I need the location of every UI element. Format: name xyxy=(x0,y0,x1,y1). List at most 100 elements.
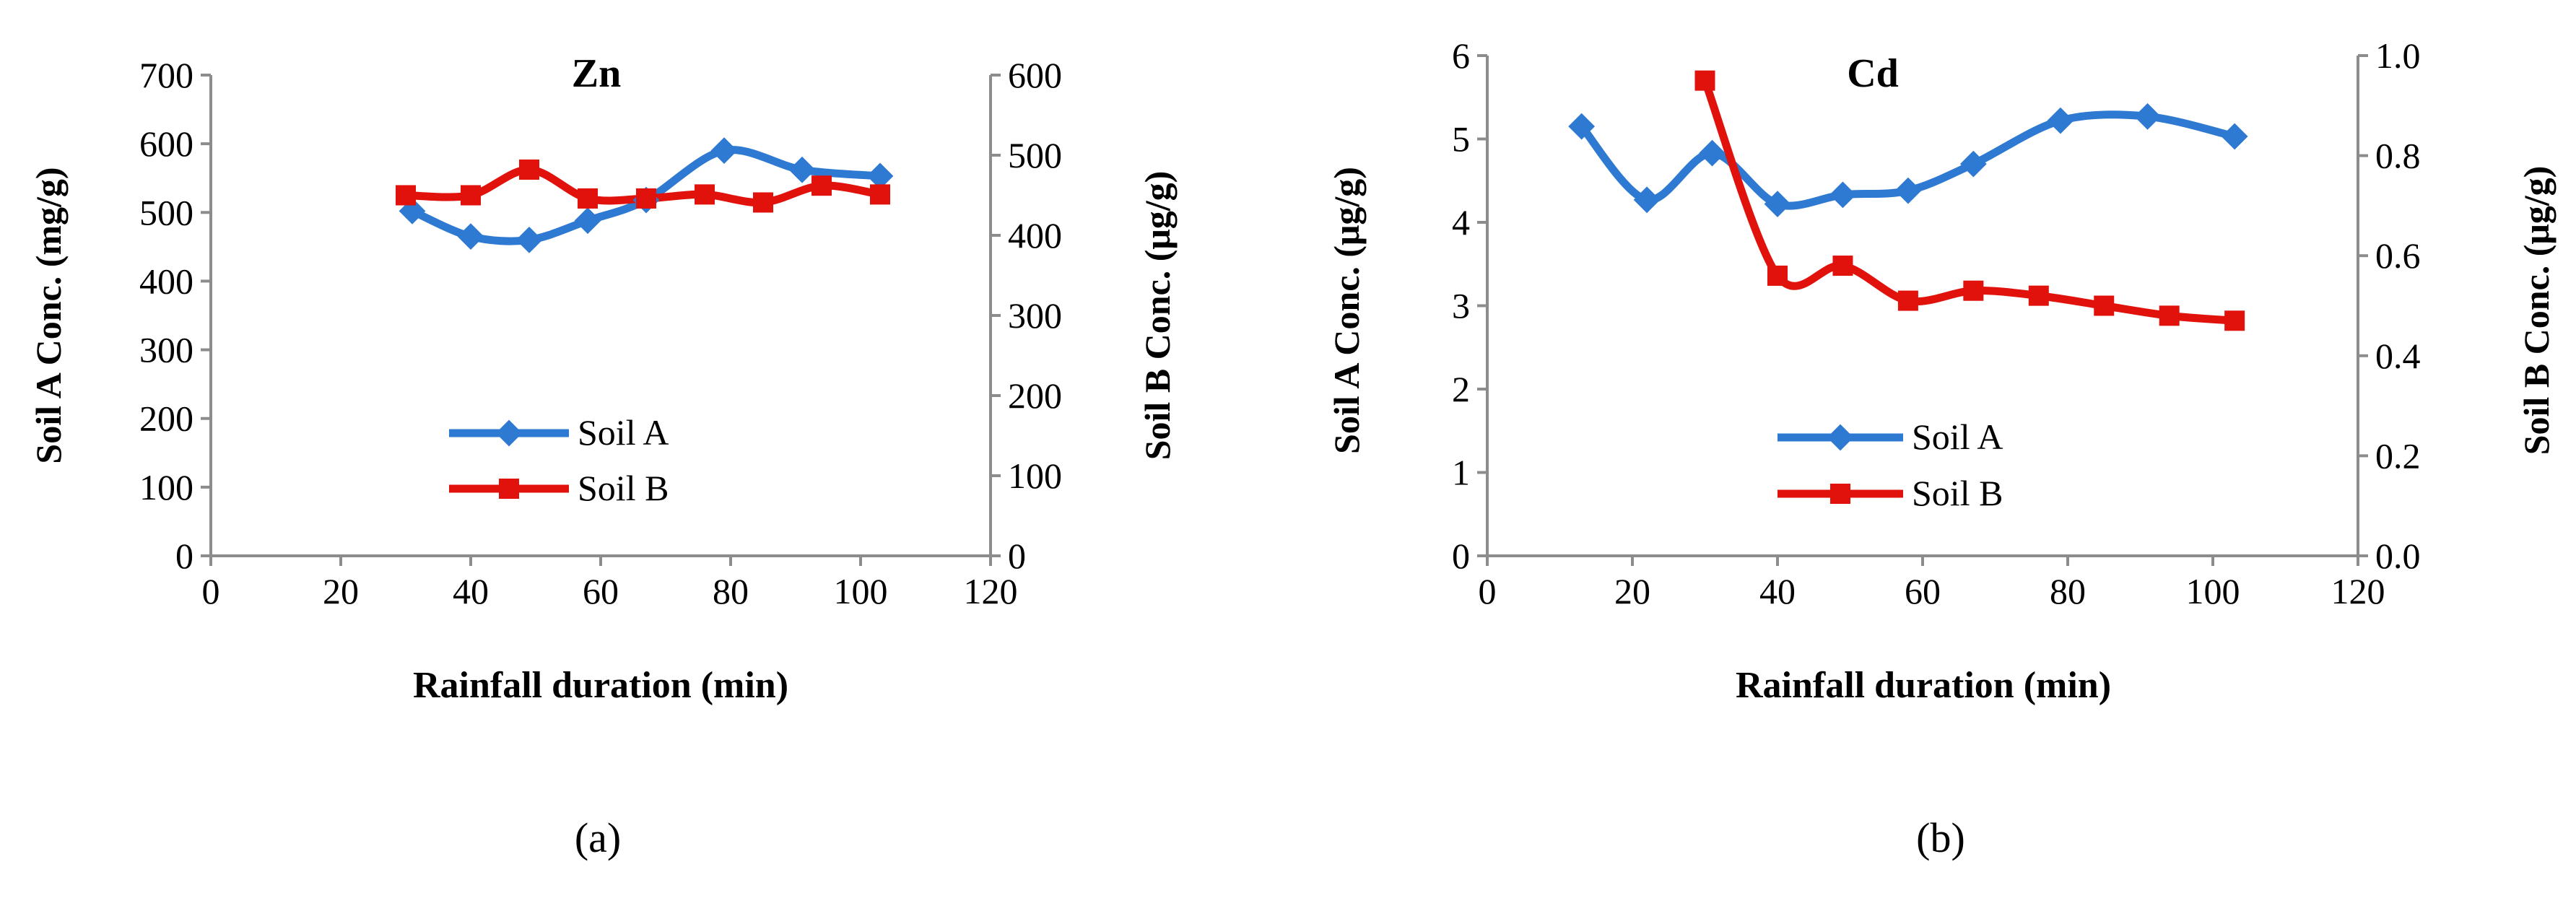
x-axis-title: Rainfall duration (min) xyxy=(1736,665,2111,706)
x-tick-label: 60 xyxy=(583,571,619,611)
data-point-soil-b xyxy=(695,184,715,205)
legend-label-soil-a: Soil A xyxy=(578,412,669,453)
y2-tick-label: 0.0 xyxy=(2375,536,2421,576)
data-point-soil-b xyxy=(1694,70,1715,91)
y-tick-label: 4 xyxy=(1452,202,1470,243)
legend-label-soil-a: Soil A xyxy=(1912,417,2003,457)
y-tick-label: 1 xyxy=(1452,453,1470,493)
y2-tick-label: 500 xyxy=(1008,135,1062,175)
data-point-soil-b xyxy=(2094,295,2115,316)
chart-cd: Cd 0 1 2 3 4 5 6 0.0 0.2 0.4 0.6 0.8 1.0 0 20 40 60 80 1… xyxy=(1326,35,2557,861)
y-axis-right-title: Soil B Conc. (μg/g) xyxy=(1137,171,1178,461)
data-point-soil-a xyxy=(457,223,484,250)
data-point-soil-a xyxy=(1894,177,1922,204)
data-point-soil-b xyxy=(396,185,416,206)
y2-tick-label: 400 xyxy=(1008,215,1062,256)
data-point-soil-a xyxy=(788,156,816,183)
data-point-soil-b xyxy=(2159,305,2180,326)
y2-tick-label: 0.8 xyxy=(2375,136,2421,176)
y2-tick-label: 0.6 xyxy=(2375,235,2421,276)
data-point-soil-b xyxy=(811,175,832,196)
data-point-soil-a xyxy=(2221,123,2248,150)
y-tick-label: 300 xyxy=(139,330,193,370)
data-point-soil-b xyxy=(1767,265,1788,286)
y2-tick-label: 0.2 xyxy=(2375,435,2421,476)
x-tick-label: 0 xyxy=(202,571,220,611)
x-tick-label: 120 xyxy=(964,571,1018,611)
chart-title: Cd xyxy=(1847,51,1899,96)
data-point-soil-a xyxy=(2047,107,2074,134)
data-point-soil-a xyxy=(866,162,894,190)
panel-label: (b) xyxy=(1916,814,1965,861)
x-tick-label: 80 xyxy=(2050,571,2086,611)
data-point-soil-b xyxy=(1897,290,1918,311)
legend-marker-soil-b xyxy=(499,479,519,499)
x-tick-label: 0 xyxy=(1479,571,1497,611)
data-point-soil-b xyxy=(636,188,656,209)
x-tick-label: 40 xyxy=(453,571,489,611)
data-point-soil-a xyxy=(1764,191,1791,217)
y2-tick-label: 0.4 xyxy=(2375,336,2421,376)
data-point-soil-b xyxy=(461,185,481,206)
data-point-soil-a xyxy=(1568,113,1596,140)
data-point-soil-a xyxy=(710,137,738,165)
chart-title: Zn xyxy=(572,51,622,96)
data-point-soil-a xyxy=(1699,139,1726,167)
x-tick-label: 20 xyxy=(323,571,359,611)
legend: Soil A Soil B xyxy=(1777,417,2003,513)
x-tick-label: 100 xyxy=(2186,571,2240,611)
y2-tick-label: 600 xyxy=(1008,55,1062,95)
y-axis-left-title: Soil A Conc. (mg/g) xyxy=(28,167,69,463)
x-tick-label: 80 xyxy=(713,571,749,611)
legend-label-soil-b: Soil B xyxy=(1912,473,2003,513)
data-point-soil-b xyxy=(1832,256,1853,276)
x-tick-label: 20 xyxy=(1614,571,1650,611)
legend-marker-soil-b xyxy=(1830,484,1850,504)
y-tick-label: 100 xyxy=(139,467,193,507)
data-point-soil-b xyxy=(753,192,773,213)
data-point-soil-b xyxy=(870,184,890,205)
data-point-soil-a xyxy=(1959,150,1987,178)
y-tick-label: 600 xyxy=(139,123,193,164)
data-point-soil-b xyxy=(2028,285,2049,306)
series-line-soil-a xyxy=(1578,110,2239,210)
x-tick-label: 40 xyxy=(1759,571,1796,611)
y-axis-left-title: Soil A Conc. (μg/g) xyxy=(1326,167,1367,454)
y-tick-label: 700 xyxy=(139,55,193,95)
y-axis-right-title: Soil B Conc. (μg/g) xyxy=(2516,166,2557,455)
legend-marker-soil-a xyxy=(495,419,523,447)
panel-label: (a) xyxy=(575,814,621,861)
data-point-soil-b xyxy=(1963,280,1984,301)
y-tick-label: 6 xyxy=(1452,35,1470,76)
x-tick-label: 120 xyxy=(2331,571,2385,611)
y-tick-label: 5 xyxy=(1452,119,1470,160)
y-tick-label: 400 xyxy=(139,261,193,301)
data-point-soil-a xyxy=(515,226,543,253)
legend: Soil A Soil B xyxy=(449,412,669,508)
legend-marker-soil-a xyxy=(1827,424,1854,451)
data-point-soil-a xyxy=(1633,186,1661,214)
data-point-soil-b xyxy=(578,188,598,209)
y2-tick-label: 200 xyxy=(1008,375,1062,416)
y-tick-label: 200 xyxy=(139,398,193,439)
data-point-soil-a xyxy=(1829,181,1856,209)
x-tick-label: 100 xyxy=(834,571,888,611)
y2-tick-label: 1.0 xyxy=(2375,35,2421,76)
y-tick-label: 2 xyxy=(1452,369,1470,409)
y-tick-label: 0 xyxy=(175,536,193,576)
x-axis-title: Rainfall duration (min) xyxy=(413,665,788,706)
x-tick-label: 60 xyxy=(1905,571,1941,611)
y2-tick-label: 100 xyxy=(1008,455,1062,496)
data-point-soil-a xyxy=(574,207,601,235)
data-point-soil-a xyxy=(2134,103,2161,130)
data-point-soil-b xyxy=(519,159,539,180)
legend-label-soil-b: Soil B xyxy=(578,468,669,508)
y-tick-label: 3 xyxy=(1452,286,1470,326)
data-point-soil-b xyxy=(2224,310,2245,331)
y2-tick-label: 0 xyxy=(1008,536,1026,576)
y-tick-label: 500 xyxy=(139,192,193,232)
y2-tick-label: 300 xyxy=(1008,295,1062,336)
y-tick-label: 0 xyxy=(1452,536,1470,576)
